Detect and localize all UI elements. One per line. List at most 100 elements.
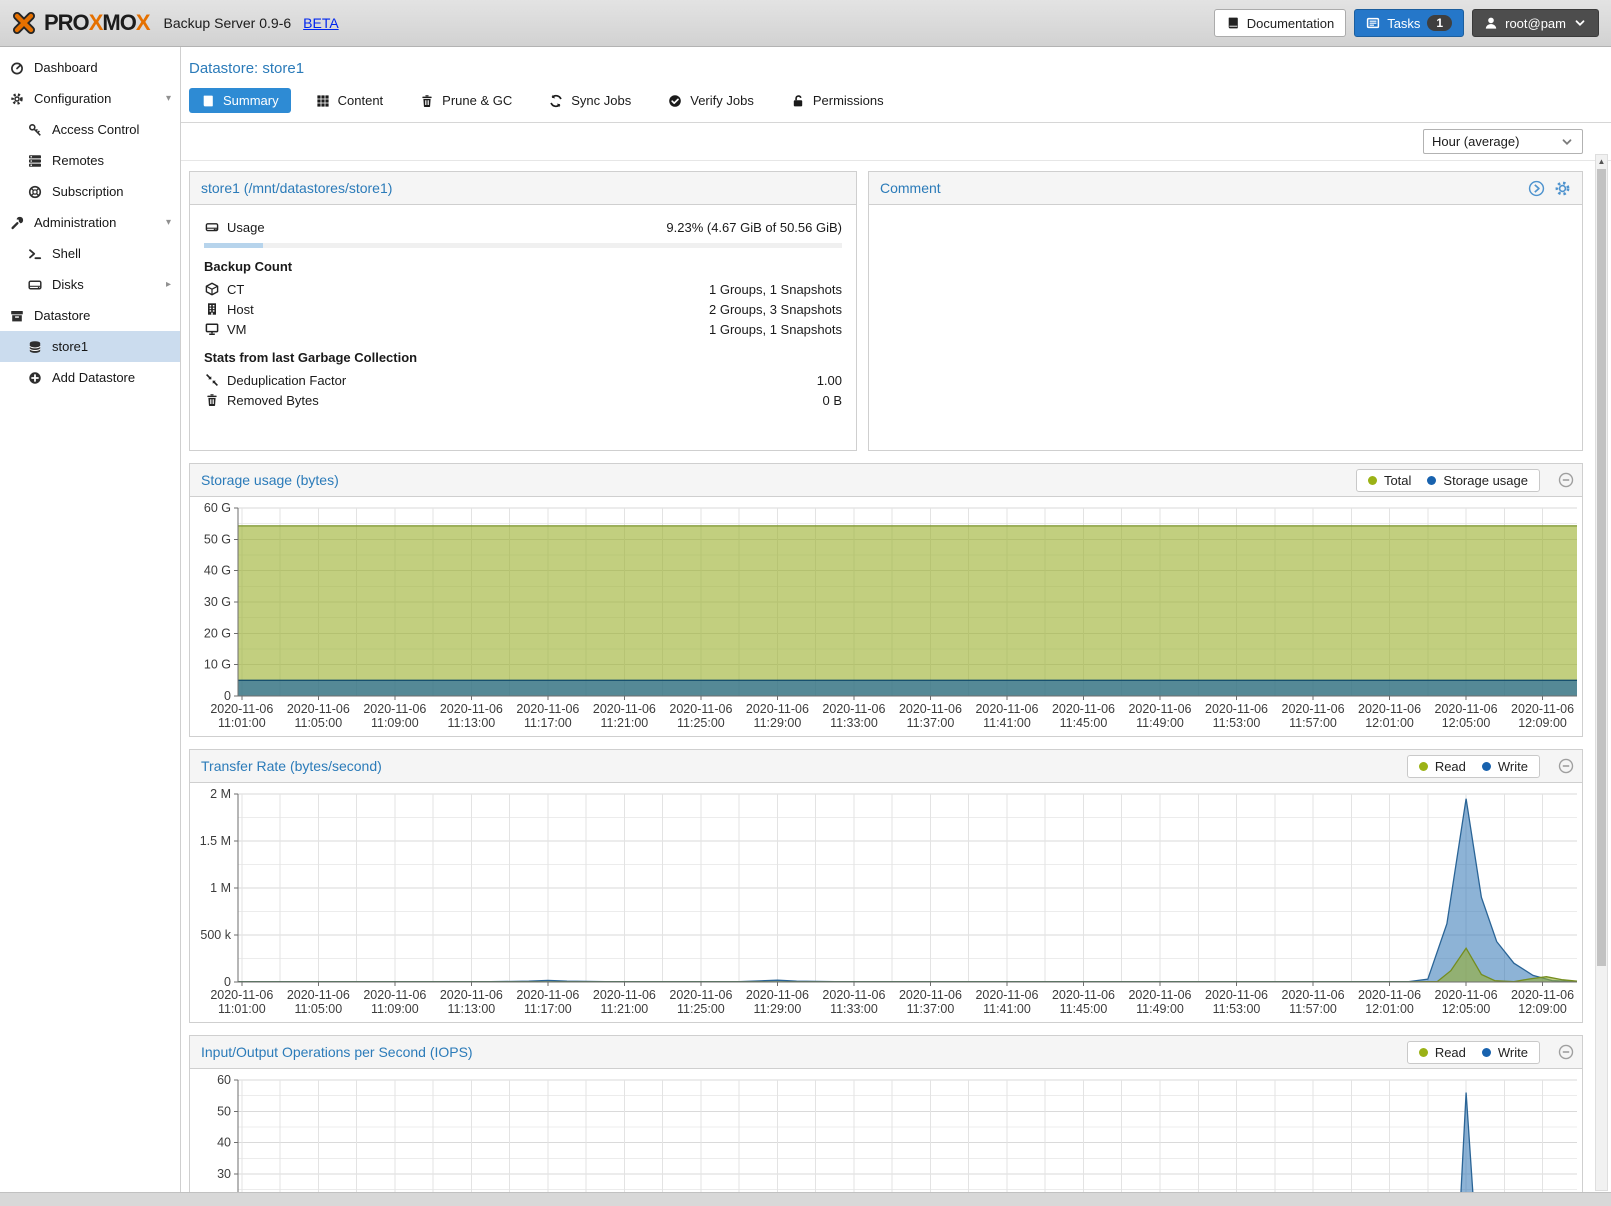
svg-text:11:53:00: 11:53:00 <box>1213 1002 1261 1016</box>
sidebar-item-access-control[interactable]: Access Control <box>0 114 180 145</box>
svg-text:12:05:00: 12:05:00 <box>1442 716 1491 730</box>
legend-item-read[interactable]: Read <box>1418 1045 1466 1060</box>
svg-text:11:33:00: 11:33:00 <box>830 1002 878 1016</box>
svg-text:2020-11-06: 2020-11-06 <box>1282 988 1345 1002</box>
collapse-chart-button[interactable] <box>1558 758 1574 774</box>
input-output-operations-per-second-iops-body: 01020304050602020-11-0611:01:002020-11-0… <box>190 1069 1582 1206</box>
chart-legend: Total Storage usage <box>1355 468 1540 492</box>
user-menu-button[interactable]: root@pam <box>1472 9 1599 37</box>
sidebar-item-label: store1 <box>52 339 89 354</box>
collapse-chart-button[interactable] <box>1558 472 1574 488</box>
svg-text:11:29:00: 11:29:00 <box>754 716 802 730</box>
cube-icon <box>204 282 219 296</box>
legend-item-write[interactable]: Write <box>1481 1044 1528 1060</box>
svg-text:2020-11-06: 2020-11-06 <box>1205 702 1268 716</box>
legend-item-storage-usage[interactable]: Storage usage <box>1427 473 1528 488</box>
status-row-label: Removed Bytes <box>227 392 319 408</box>
tab-permissions[interactable]: Permissions <box>779 88 896 113</box>
logo-letter: X <box>88 10 104 35</box>
sidebar-item-store1[interactable]: store1 <box>0 331 180 362</box>
svg-text:11:45:00: 11:45:00 <box>1060 716 1108 730</box>
lifering-icon <box>27 185 43 199</box>
svg-text:12:09:00: 12:09:00 <box>1518 716 1567 730</box>
svg-text:500 k: 500 k <box>200 928 231 942</box>
status-row-label: VM <box>227 321 247 337</box>
topbar-actions: Documentation Tasks 1 root@pam <box>1213 9 1599 37</box>
logo-letter: X <box>135 10 151 35</box>
gear-icon[interactable] <box>1554 180 1571 197</box>
tab-sync-jobs[interactable]: Sync Jobs <box>537 88 643 113</box>
sidebar-item-administration[interactable]: Administration ▾ <box>0 207 180 238</box>
sidebar-item-disks[interactable]: Disks ▸ <box>0 269 180 300</box>
chart-title: Input/Output Operations per Second (IOPS… <box>201 1044 473 1060</box>
sidebar-item-label: Datastore <box>34 308 91 323</box>
collapse-chart-button[interactable] <box>1558 1044 1574 1060</box>
horizontal-scrollbar[interactable] <box>0 1192 1611 1206</box>
check-circle-icon <box>668 94 682 108</box>
status-row-value: 1 Groups, 1 Snapshots <box>709 321 842 337</box>
tab-content[interactable]: Content <box>304 88 396 113</box>
tab-verify-jobs[interactable]: Verify Jobs <box>656 88 766 113</box>
svg-text:2020-11-06: 2020-11-06 <box>669 988 732 1002</box>
legend-dot <box>1481 1047 1491 1057</box>
sidebar-item-remotes[interactable]: Remotes <box>0 145 180 176</box>
usage-progress-fill <box>204 243 263 248</box>
status-row-host: Host 2 Groups, 3 Snapshots <box>204 299 842 319</box>
wrench-icon <box>9 216 25 230</box>
book-icon <box>201 94 215 108</box>
svg-text:12:05:00: 12:05:00 <box>1442 1002 1491 1016</box>
scroll-up-button[interactable]: ▲ <box>1597 157 1606 166</box>
svg-text:11:21:00: 11:21:00 <box>601 1002 649 1016</box>
svg-text:20 G: 20 G <box>204 626 231 640</box>
sidebar-item-shell[interactable]: Shell <box>0 238 180 269</box>
svg-text:2020-11-06: 2020-11-06 <box>363 988 426 1002</box>
svg-text:1 M: 1 M <box>210 881 231 895</box>
legend-item-read[interactable]: Read <box>1418 759 1466 774</box>
svg-text:11:01:00: 11:01:00 <box>218 1002 266 1016</box>
sidebar-item-add-datastore[interactable]: Add Datastore <box>0 362 180 393</box>
tab-summary[interactable]: Summary <box>189 88 291 113</box>
svg-text:0: 0 <box>224 975 231 989</box>
legend-item-write[interactable]: Write <box>1481 759 1528 774</box>
svg-text:2020-11-06: 2020-11-06 <box>899 702 962 716</box>
timeframe-select[interactable]: Hour (average) <box>1423 129 1583 154</box>
sidebar-item-dashboard[interactable]: Dashboard <box>0 52 180 83</box>
svg-text:2020-11-06: 2020-11-06 <box>899 988 962 1002</box>
legend-label: Write <box>1497 1044 1528 1060</box>
svg-text:2020-11-06: 2020-11-06 <box>669 702 732 716</box>
transfer-rate-bytes-second-header: Transfer Rate (bytes/second) Read Write <box>190 750 1582 783</box>
legend-dot <box>1418 761 1428 771</box>
tab-label: Prune & GC <box>442 93 513 108</box>
sidebar-item-datastore[interactable]: Datastore <box>0 300 180 331</box>
proxmox-logo-icon <box>10 9 38 37</box>
tasks-button[interactable]: Tasks 1 <box>1354 9 1465 37</box>
status-row-ct: CT 1 Groups, 1 Snapshots <box>204 279 842 299</box>
beta-link[interactable]: BETA <box>303 15 339 31</box>
chevron-down-icon <box>1573 16 1587 30</box>
documentation-button[interactable]: Documentation <box>1213 9 1347 37</box>
svg-text:11:25:00: 11:25:00 <box>677 1002 725 1016</box>
status-row-vm: VM 1 Groups, 1 Snapshots <box>204 319 842 339</box>
sidebar-item-configuration[interactable]: Configuration ▾ <box>0 83 180 114</box>
status-row-value: 2 Groups, 3 Snapshots <box>709 301 842 317</box>
legend-item-total[interactable]: Total <box>1367 473 1411 488</box>
tab-label: Summary <box>223 93 279 108</box>
top-row: store1 (/mnt/datastores/store1) Usage 9.2… <box>189 171 1583 451</box>
svg-text:11:41:00: 11:41:00 <box>983 716 1031 730</box>
sidebar-item-label: Subscription <box>52 184 124 199</box>
sidebar-item-subscription[interactable]: Subscription <box>0 176 180 207</box>
storage-usage-bytes-body: 0 10 G 20 G 30 G 40 G 50 G 60 G 2020-11-06 11:01… <box>190 497 1582 736</box>
vertical-scrollbar[interactable]: ▲ <box>1595 154 1608 1191</box>
scrollbar-thumb[interactable] <box>1597 169 1606 966</box>
timeframe-value: Hour (average) <box>1432 134 1520 149</box>
svg-text:2020-11-06: 2020-11-06 <box>440 988 503 1002</box>
chart-tools: Total Storage usage <box>1355 468 1574 492</box>
status-row-label: Deduplication Factor <box>227 372 347 388</box>
expand-comment-button[interactable] <box>1528 180 1545 197</box>
page-title: Datastore: store1 <box>189 60 305 77</box>
svg-text:30 G: 30 G <box>204 595 231 609</box>
status-panel-body: Usage 9.23% (4.67 GiB of 50.56 GiB) Backup… <box>190 205 856 422</box>
svg-text:2020-11-06: 2020-11-06 <box>746 702 809 716</box>
svg-text:40 G: 40 G <box>204 564 231 578</box>
tab-prune-gc[interactable]: Prune & GC <box>408 88 524 113</box>
